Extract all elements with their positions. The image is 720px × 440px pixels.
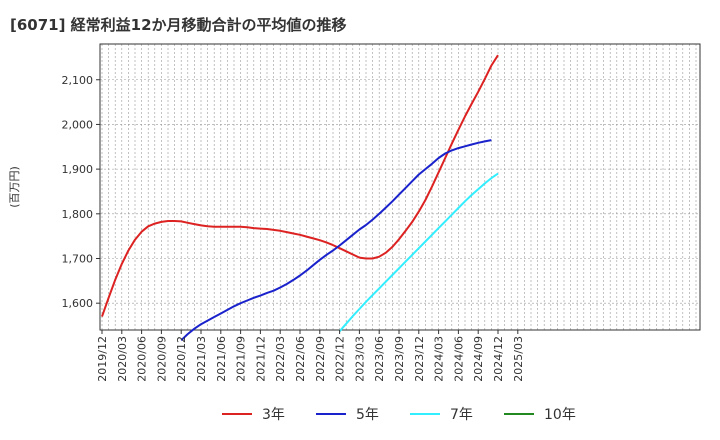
x-tick-label: 2019/12 — [96, 336, 109, 382]
series-lines — [101, 54, 499, 342]
x-tick-label: 2021/06 — [215, 336, 228, 382]
y-tick-label: 2,000 — [62, 118, 94, 131]
x-tick-label: 2023/12 — [413, 336, 426, 382]
x-tick-label: 2023/06 — [373, 336, 386, 382]
legend-label: 5年 — [356, 407, 379, 423]
x-tick-label: 2021/09 — [235, 336, 248, 382]
x-tick-label: 2021/03 — [195, 336, 208, 382]
x-tick-label: 2022/06 — [294, 336, 307, 382]
x-tick-label: 2022/03 — [274, 336, 287, 382]
x-tick-label: 2024/03 — [433, 336, 446, 382]
x-tick-label: 2020/12 — [175, 336, 188, 382]
x-axis: 2019/12 2020/03 2020/06 2020/09 2020/12 2021/… — [96, 330, 525, 382]
grid — [100, 44, 700, 330]
x-tick-label: 2024/09 — [472, 336, 485, 382]
series-line-3年 — [101, 54, 499, 317]
legend-label: 10年 — [544, 407, 576, 423]
y-tick-label: 2,100 — [62, 74, 94, 87]
y-axis: 1,600 1,700 1,800 1,900 2,000 2,100 — [62, 74, 100, 310]
y-axis-label: (百万円) — [8, 166, 21, 208]
x-tick-label: 2023/03 — [353, 336, 366, 382]
legend-label: 3年 — [262, 407, 285, 423]
plot-frame — [99, 43, 701, 331]
y-tick-label: 1,900 — [62, 163, 94, 176]
x-tick-label: 2020/06 — [136, 336, 149, 382]
x-tick-label: 2020/03 — [116, 336, 129, 382]
x-tick-label: 2021/12 — [254, 336, 267, 382]
x-tick-label: 2024/12 — [492, 336, 505, 382]
x-tick-label: 2025/03 — [512, 336, 525, 382]
legend: 3年 5年 7年 10年 — [222, 407, 576, 423]
series-line-7年 — [338, 172, 499, 332]
y-tick-label: 1,800 — [62, 208, 94, 221]
series-line-5年 — [180, 139, 492, 342]
legend-label: 7年 — [450, 407, 473, 423]
x-tick-label: 2024/06 — [452, 336, 465, 382]
y-tick-label: 1,600 — [62, 297, 94, 310]
y-tick-label: 1,700 — [62, 253, 94, 266]
x-tick-label: 2023/09 — [393, 336, 406, 382]
x-tick-label: 2022/12 — [334, 336, 347, 382]
chart-title: [6071] 経常利益12か月移動合計の平均値の推移 — [10, 16, 347, 34]
x-tick-label: 2020/09 — [155, 336, 168, 382]
x-tick-label: 2022/09 — [314, 336, 327, 382]
